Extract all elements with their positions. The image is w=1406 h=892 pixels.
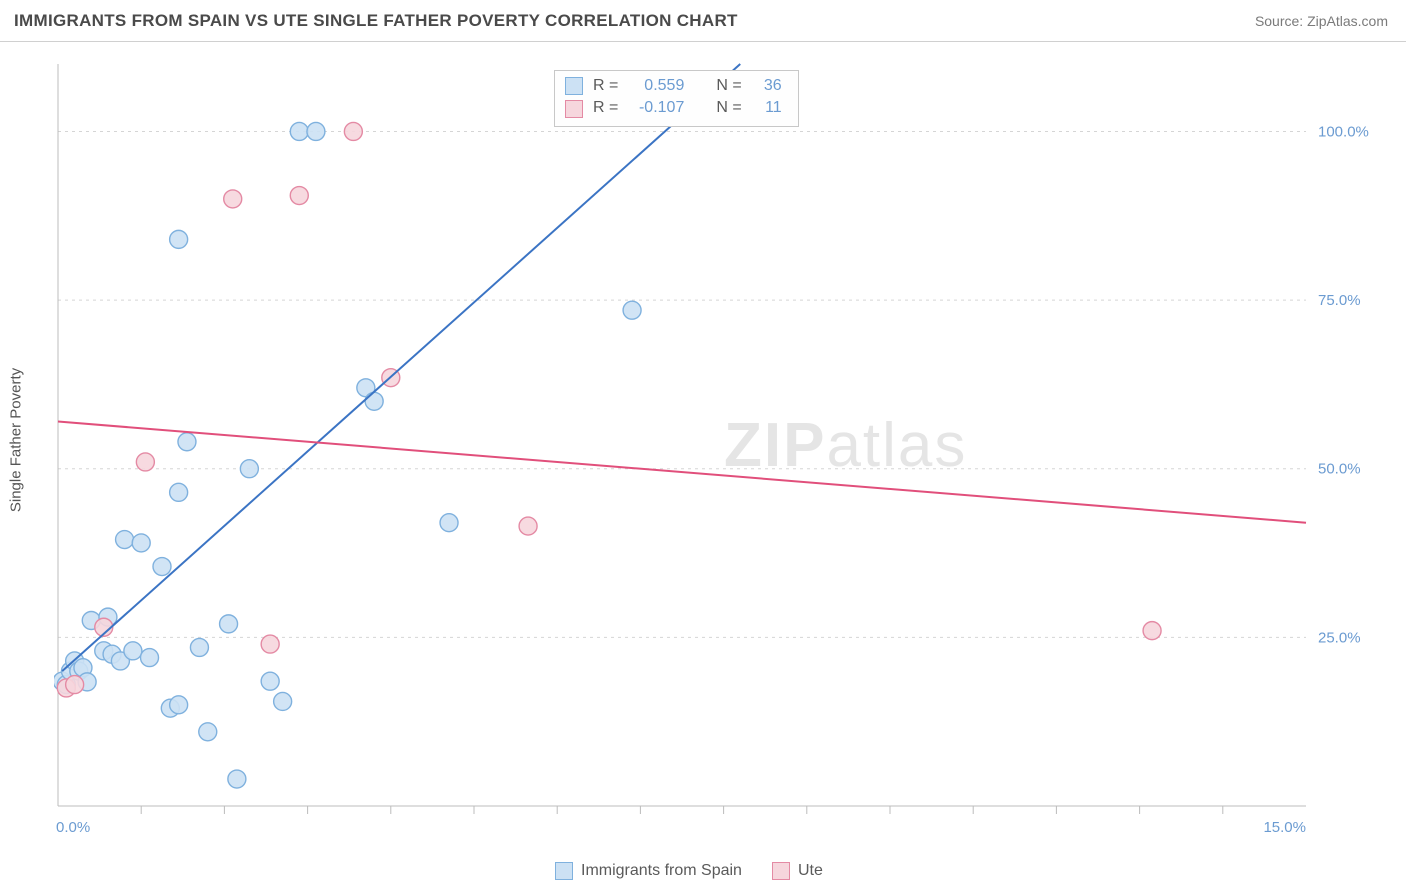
data-point [240, 460, 258, 478]
chart-title: IMMIGRANTS FROM SPAIN VS UTE SINGLE FATH… [14, 11, 738, 31]
legend-label: Immigrants from Spain [581, 862, 742, 880]
data-point [228, 770, 246, 788]
svg-text:25.0%: 25.0% [1318, 629, 1361, 646]
data-point [124, 642, 142, 660]
svg-text:75.0%: 75.0% [1318, 292, 1361, 309]
data-point [136, 453, 154, 471]
legend-label: Ute [798, 862, 823, 880]
chart-plot-area: 25.0%50.0%75.0%100.0%0.0%15.0% ZIPatlas … [54, 60, 1384, 842]
data-point [307, 122, 325, 140]
data-point [116, 531, 134, 549]
scatter-svg: 25.0% 50.0% 75.0% 100.0% 0.0% 15.0% [54, 60, 1384, 842]
legend-n-value: 36 [752, 75, 782, 97]
legend-n-label: N = [716, 97, 741, 119]
svg-text:50.0%: 50.0% [1318, 461, 1361, 478]
data-point [440, 514, 458, 532]
data-point [220, 615, 238, 633]
data-point [170, 230, 188, 248]
legend-item: Ute [772, 862, 823, 880]
data-point [178, 433, 196, 451]
y-axis-label: Single Father Poverty [8, 368, 25, 512]
chart-header: IMMIGRANTS FROM SPAIN VS UTE SINGLE FATH… [0, 0, 1406, 42]
legend-r-label: R = [593, 97, 618, 119]
legend-swatch [555, 862, 573, 880]
legend-item: Immigrants from Spain [555, 862, 742, 880]
data-point [623, 301, 641, 319]
data-point [1143, 622, 1161, 640]
data-point [290, 122, 308, 140]
data-point [153, 558, 171, 576]
data-point [170, 696, 188, 714]
data-point [519, 517, 537, 535]
data-point [261, 672, 279, 690]
data-point [170, 483, 188, 501]
legend-row: R = -0.107 N = 11 [565, 97, 782, 119]
legend-swatch [565, 77, 583, 95]
svg-text:100.0%: 100.0% [1318, 123, 1369, 140]
data-point [190, 638, 208, 656]
data-point [365, 392, 383, 410]
legend-r-label: R = [593, 75, 618, 97]
svg-text:0.0%: 0.0% [56, 819, 90, 836]
data-point [199, 723, 217, 741]
data-point [224, 190, 242, 208]
trend-line [62, 64, 740, 671]
legend-swatch [565, 100, 583, 118]
legend-n-value: 11 [752, 97, 782, 119]
data-point [344, 122, 362, 140]
legend-correlation: R = 0.559 N = 36 R = -0.107 N = 11 [554, 70, 799, 127]
legend-row: R = 0.559 N = 36 [565, 75, 782, 97]
data-point [274, 692, 292, 710]
legend-r-value: -0.107 [628, 97, 684, 119]
legend-n-label: N = [716, 75, 741, 97]
legend-swatch [772, 862, 790, 880]
data-point [261, 635, 279, 653]
data-point [141, 649, 159, 667]
data-point [66, 676, 84, 694]
legend-r-value: 0.559 [628, 75, 684, 97]
data-point [290, 187, 308, 205]
data-point [132, 534, 150, 552]
svg-text:15.0%: 15.0% [1263, 819, 1306, 836]
chart-source: Source: ZipAtlas.com [1255, 13, 1388, 29]
legend-series: Immigrants from Spain Ute [555, 862, 823, 880]
